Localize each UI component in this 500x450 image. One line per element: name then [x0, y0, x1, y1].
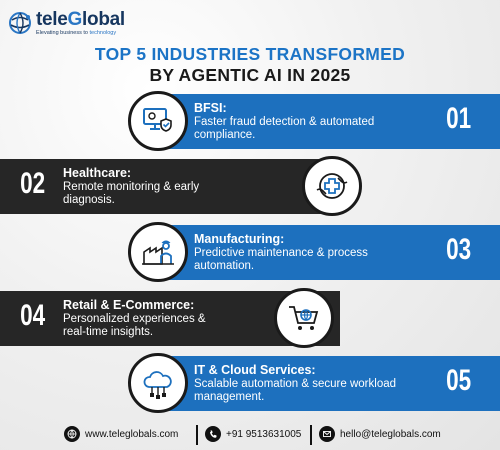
title-line-1: TOP 5 INDUSTRIES TRANSFORMED	[94, 44, 406, 64]
email-text: hello@teleglobals.com	[340, 428, 441, 440]
footer-divider	[196, 425, 198, 445]
industry-desc-05: Scalable automation & secure workload man…	[194, 378, 397, 403]
industry-band-03	[163, 225, 500, 280]
page-title: TOP 5 INDUSTRIES TRANSFORMED BY AGENTIC …	[0, 44, 500, 86]
monitor-shield-icon	[128, 91, 188, 151]
industry-name-05: IT & Cloud Services:	[194, 363, 316, 377]
industry-desc-03: Predictive maintenance & process automati…	[194, 247, 368, 272]
industry-band-02	[0, 159, 340, 214]
phone-link[interactable]: +91 9513631005	[205, 426, 301, 442]
brand-logo: teleGlobal Elevating business to technol…	[8, 10, 125, 36]
industry-name-03: Manufacturing:	[194, 232, 285, 246]
brand-name: teleGlobal	[36, 9, 125, 30]
website-link[interactable]: www.teleglobals.com	[64, 426, 178, 442]
globe-icon	[64, 426, 80, 442]
industry-band-01	[163, 94, 500, 149]
contact-footer: www.teleglobals.com +91 9513631005 hello…	[0, 422, 500, 448]
industry-desc-04: Personalized experiences & real-time insi…	[63, 313, 206, 338]
cloud-network-icon	[128, 353, 188, 413]
industry-number-03: 03	[446, 233, 472, 266]
industry-number-02: 02	[20, 167, 46, 200]
industry-band-05	[163, 356, 500, 411]
hands-medical-cross-icon	[302, 156, 362, 216]
footer-divider	[310, 425, 312, 445]
phone-icon	[205, 426, 221, 442]
industry-name-04: Retail & E-Commerce:	[63, 298, 195, 312]
industry-desc-01: Faster fraud detection & automated compli…	[194, 116, 375, 141]
phone-text: +91 9513631005	[226, 428, 302, 440]
mail-icon	[319, 426, 335, 442]
industry-name-02: Healthcare:	[63, 166, 132, 180]
title-line-2: BY AGENTIC AI IN 2025	[149, 65, 351, 85]
industry-name-01: BFSI:	[194, 101, 227, 115]
shopping-cart-globe-icon	[274, 288, 334, 348]
brand-tagline: Elevating business to technology	[36, 30, 117, 36]
industry-desc-02: Remote monitoring & early diagnosis.	[63, 181, 200, 206]
industry-number-05: 05	[446, 364, 472, 397]
industry-number-01: 01	[446, 102, 472, 135]
email-link[interactable]: hello@teleglobals.com	[319, 426, 441, 442]
website-text: www.teleglobals.com	[85, 428, 179, 440]
globe-logo-icon	[8, 11, 32, 35]
industry-number-04: 04	[20, 299, 46, 332]
factory-worker-icon	[128, 222, 188, 282]
